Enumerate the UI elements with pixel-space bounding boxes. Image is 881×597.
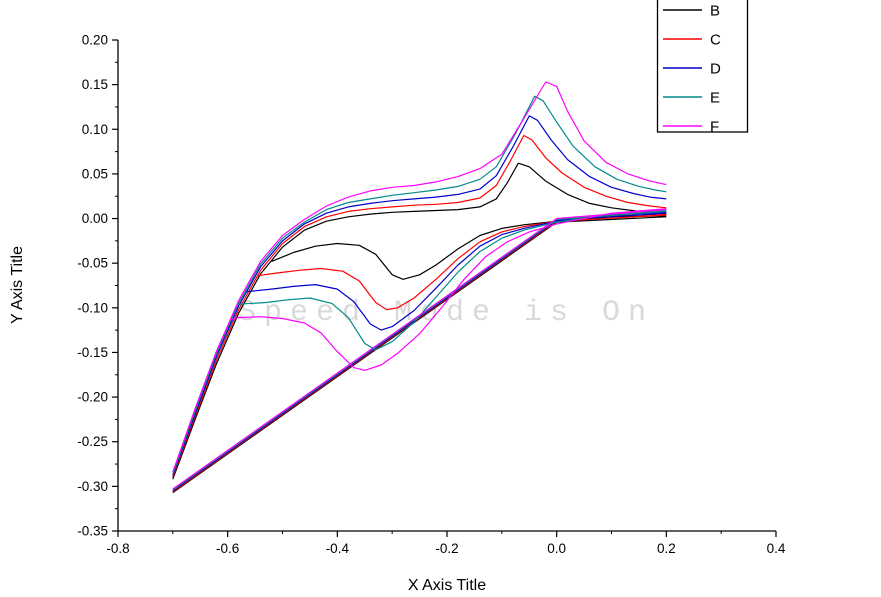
y-tick-label: 0.10: [82, 122, 108, 137]
series-lines: [172, 81, 667, 494]
watermark-text: Speed Mode is On: [238, 296, 654, 330]
y-tick-label: -0.15: [77, 345, 108, 360]
y-tick-label: 0.00: [82, 211, 108, 226]
y-tick-label: -0.10: [77, 300, 108, 315]
series-line-B-first_scan: [172, 216, 667, 494]
series-D: [172, 115, 667, 492]
series-line-C-anodic: [172, 134, 667, 478]
series-line-C-first_scan: [172, 214, 667, 493]
legend-box: [656, 0, 749, 133]
legend-label-B: B: [710, 3, 720, 20]
y-tick-label: 0.20: [82, 33, 108, 48]
legend-label-F: F: [710, 119, 719, 136]
x-axis-title: X Axis Title: [408, 577, 486, 594]
x-tick-label: 0.0: [547, 541, 566, 556]
series-E: [172, 95, 667, 491]
series-line-F-anodic: [172, 81, 667, 473]
series-line-B-cathodic: [271, 215, 667, 280]
y-tick-label: -0.30: [77, 479, 108, 494]
x-tick-label: 0.4: [767, 541, 786, 556]
legend-label-E: E: [710, 90, 720, 107]
series-line-F-first_scan: [172, 209, 667, 490]
x-tick-label: -0.8: [106, 541, 129, 556]
axis-ticks: -0.8 -0.6 -0.4 -0.2 0.0 0.2 0.4 0.20 0.15 0.10 0.0…: [77, 33, 786, 557]
series-line-E-cathodic: [238, 209, 667, 351]
series-line-F-cathodic: [230, 208, 667, 371]
series-line-E-first_scan: [172, 210, 667, 491]
series-line-D-cathodic: [246, 211, 667, 331]
y-tick-label: -0.25: [77, 434, 108, 449]
y-tick-label: 0.15: [82, 77, 108, 92]
y-tick-label: -0.20: [77, 390, 108, 405]
series-line-C-cathodic: [257, 213, 667, 311]
plot-area: -0.8 -0.6 -0.4 -0.2 0.0 0.2 0.4 0.20 0.15 0.10 0.0…: [77, 33, 786, 557]
x-tick-label: -0.4: [326, 541, 350, 556]
series-line-E-anodic: [172, 95, 667, 475]
y-tick-label: 0.05: [82, 166, 108, 181]
series-line-D-anodic: [172, 115, 667, 476]
y-tick-label: -0.35: [77, 524, 108, 539]
y-tick-label: -0.05: [77, 256, 108, 271]
series-line-B-anodic: [172, 162, 667, 480]
x-tick-label: -0.6: [216, 541, 239, 556]
y-axis-title: Y Axis Title: [9, 246, 26, 324]
x-tick-label: 0.2: [657, 541, 676, 556]
x-tick-label: -0.2: [435, 541, 458, 556]
series-line-D-first_scan: [172, 212, 667, 492]
legend-label-D: D: [710, 61, 721, 78]
legend-label-C: C: [710, 32, 721, 49]
series-F: [172, 81, 667, 490]
